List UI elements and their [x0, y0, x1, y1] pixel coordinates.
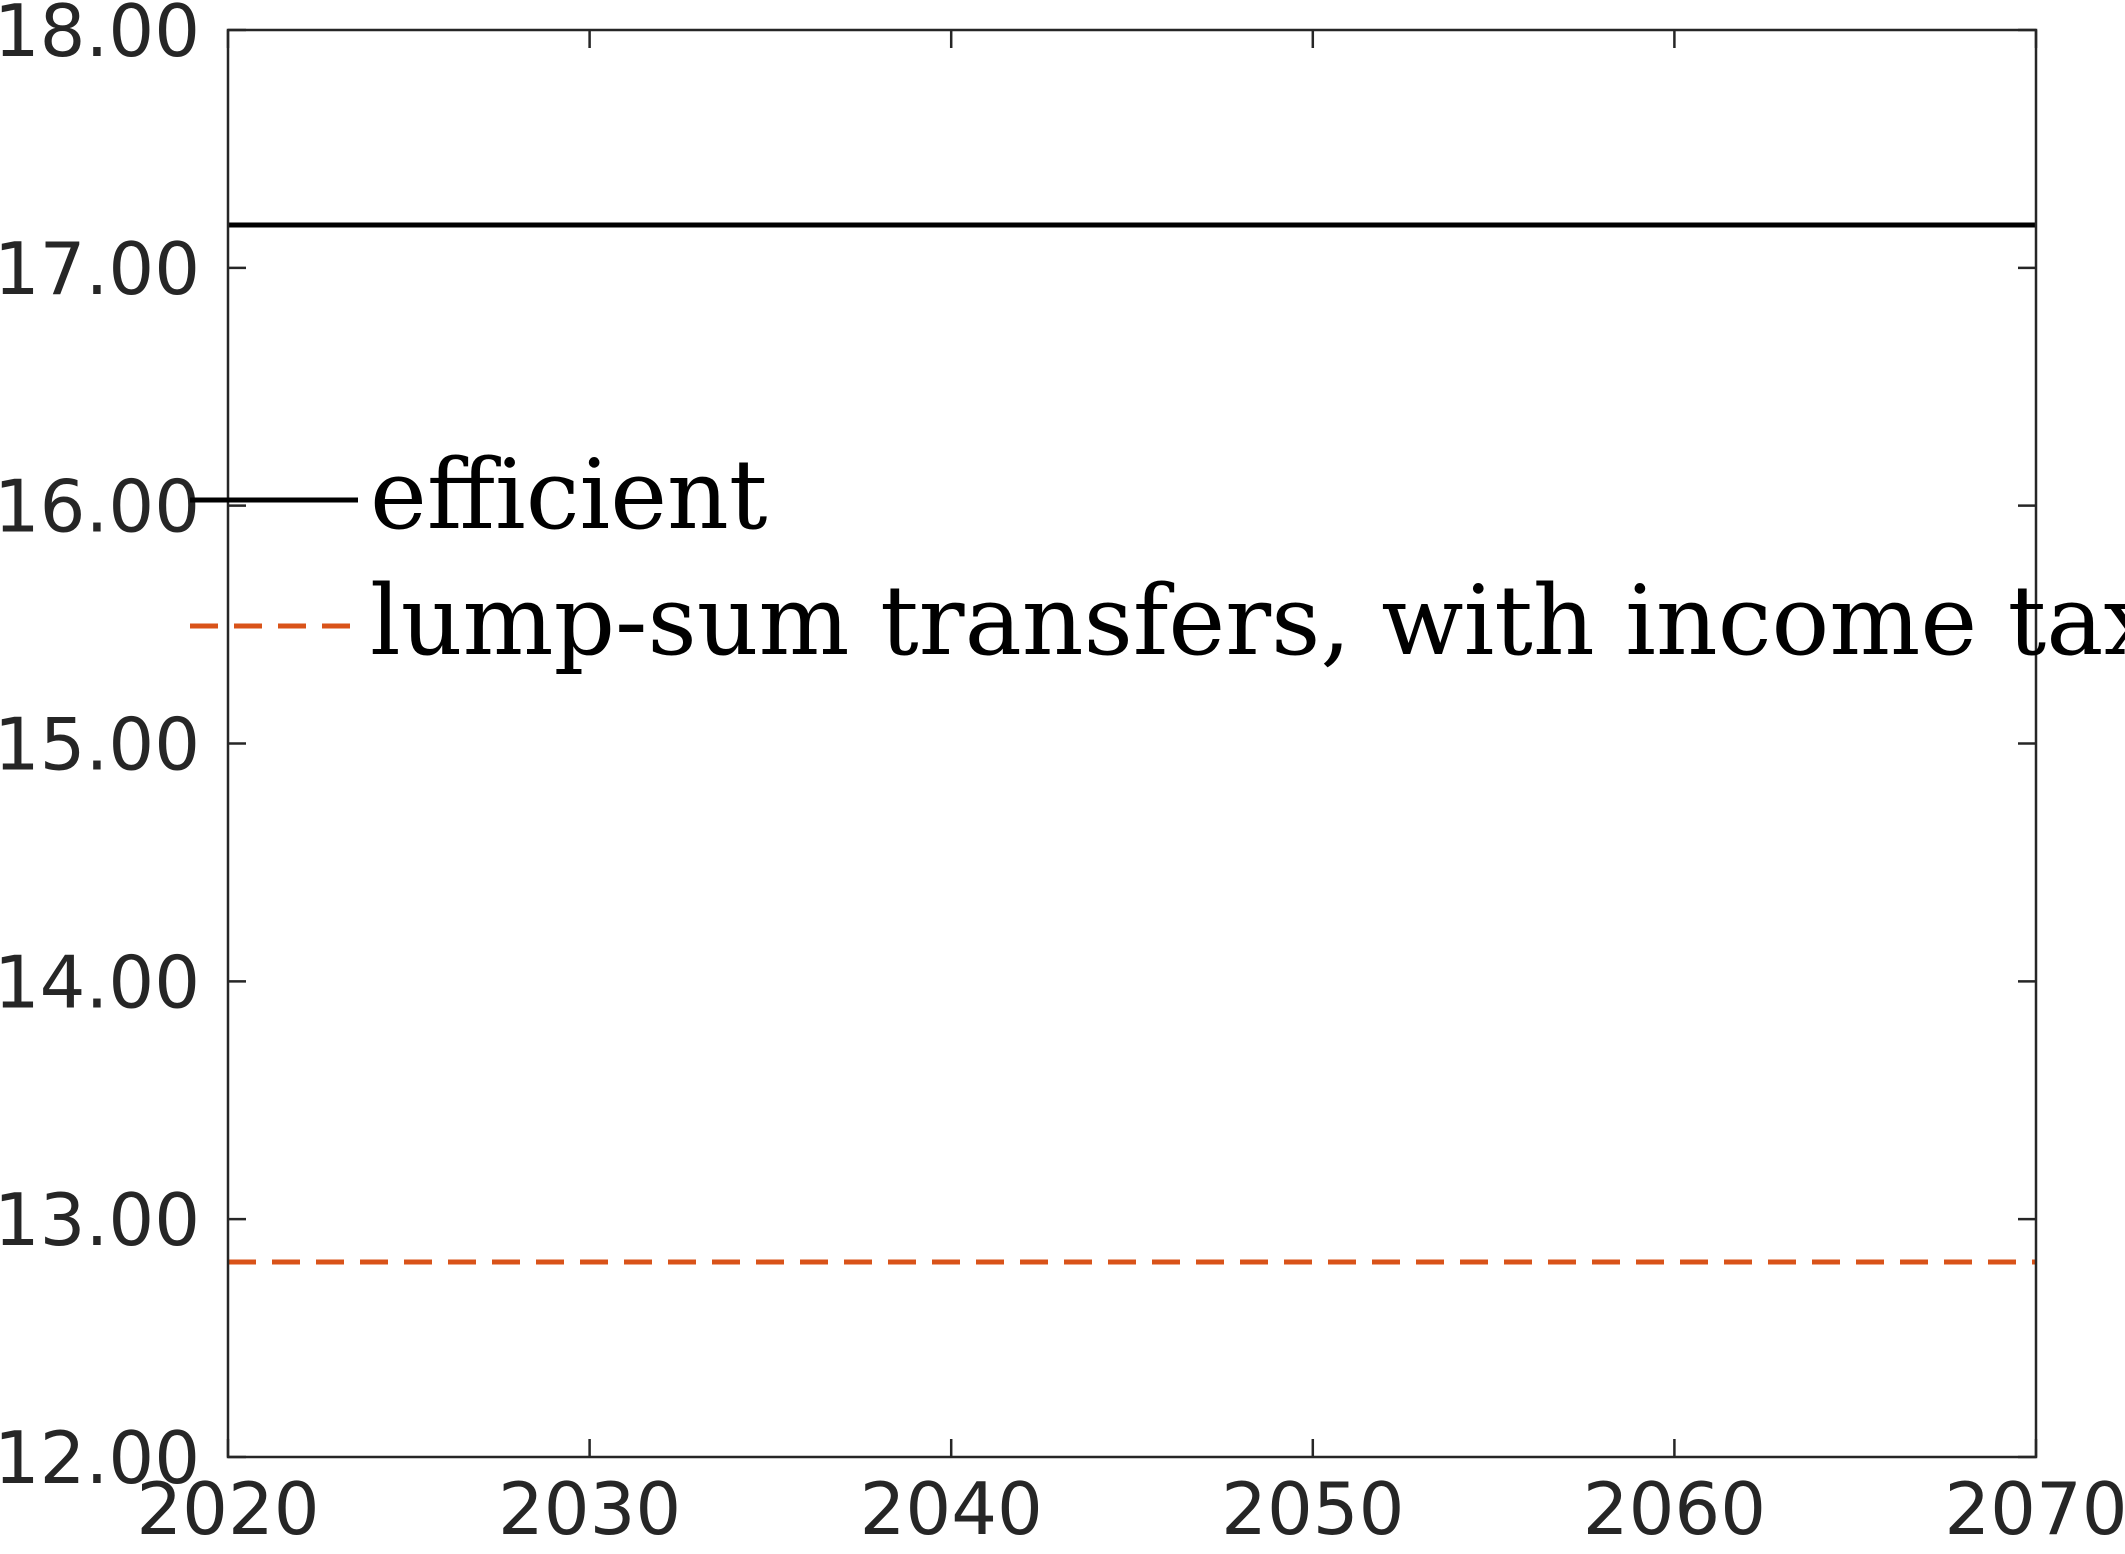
axes: [226, 28, 2038, 1459]
x-tick-label: 2030: [498, 1467, 681, 1551]
x-tick-label: 2070: [1944, 1467, 2125, 1551]
y-tick-label: 18.00: [0, 0, 200, 73]
y-tick-label: 17.00: [0, 227, 200, 311]
legend: efficient lump-sum transfers, with income…: [190, 439, 2125, 677]
x-tick-label: 2020: [136, 1467, 319, 1551]
y-tick-label: 15.00: [0, 703, 200, 787]
series-layer: [228, 222, 2036, 1265]
x-tick-label: 2050: [1221, 1467, 1404, 1551]
y-tick-label: 12.00: [0, 1416, 200, 1500]
legend-label-2: lump-sum transfers, with income tax: [370, 565, 2125, 677]
x-tick-label: 2060: [1583, 1467, 1766, 1551]
legend-label-1: efficient: [370, 439, 767, 551]
y-tick-label: 16.00: [0, 465, 200, 549]
y-tick-label: 13.00: [0, 1178, 200, 1262]
x-tick-label: 2040: [860, 1467, 1043, 1551]
y-tick-label: 14.00: [0, 940, 200, 1024]
